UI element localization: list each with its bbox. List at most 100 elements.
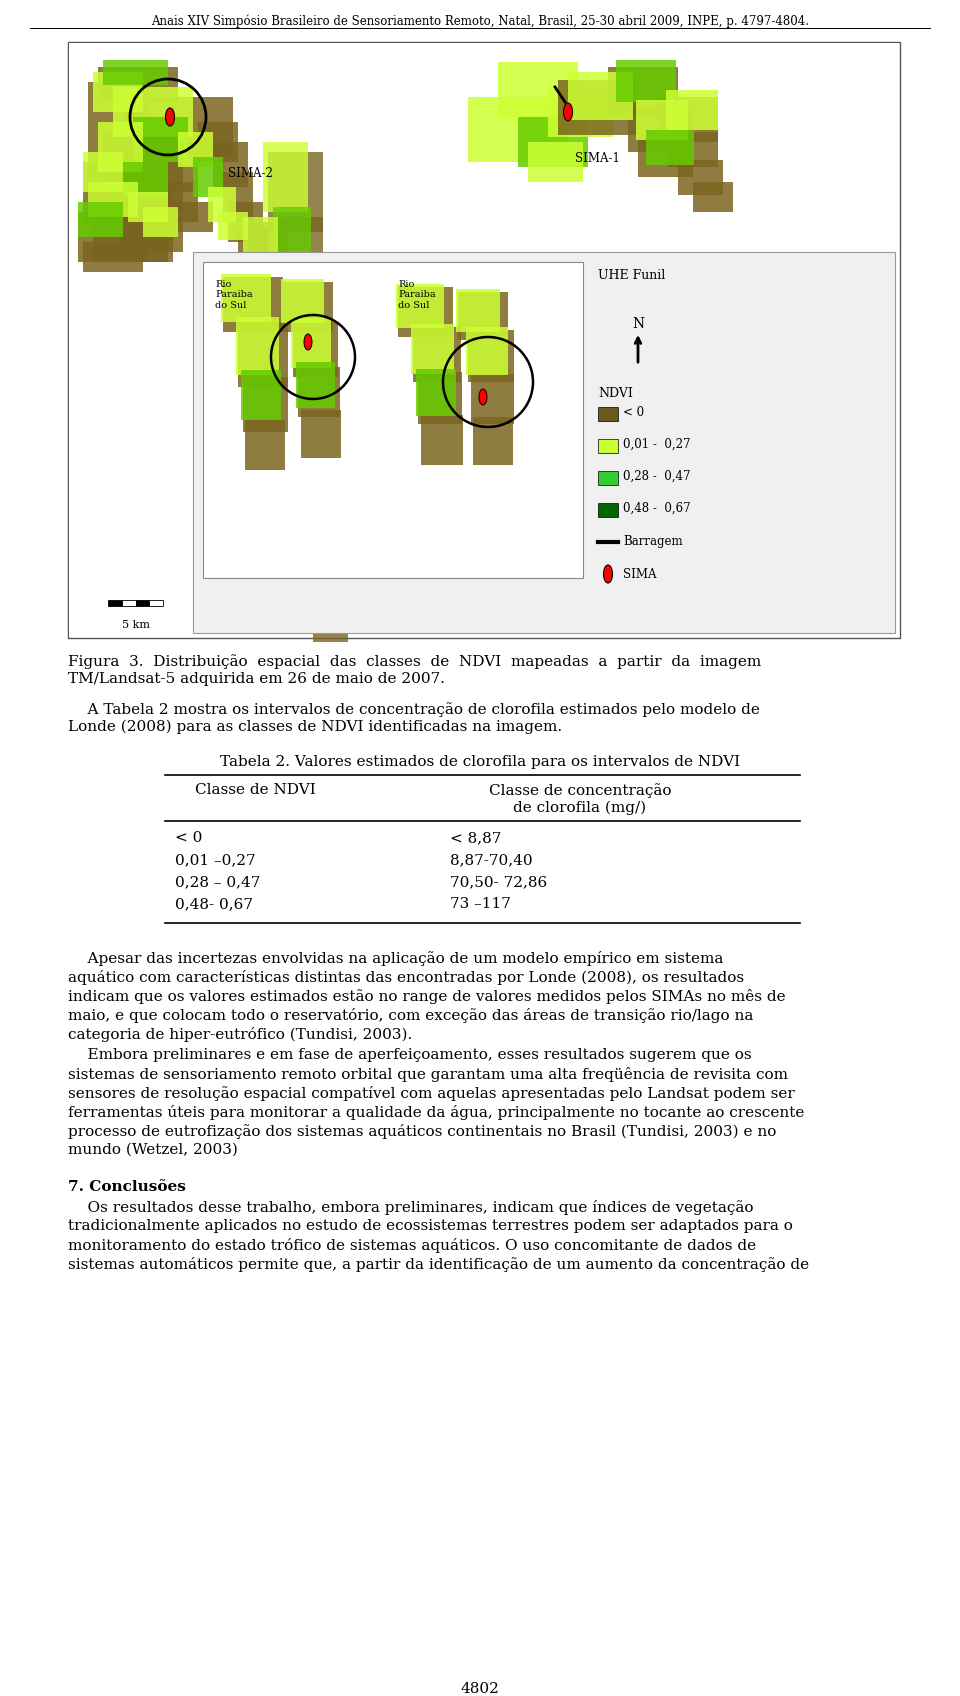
Bar — [518, 117, 588, 166]
Bar — [149, 600, 163, 605]
Text: ferramentas úteis para monitorar a qualidade da água, principalmente no tocante : ferramentas úteis para monitorar a quali… — [68, 1106, 804, 1119]
Bar — [245, 421, 285, 470]
Bar — [528, 142, 583, 181]
Text: processo de eutrofização dos sistemas aquáticos continentais no Brasil (Tundisi,: processo de eutrofização dos sistemas aq… — [68, 1124, 777, 1140]
Bar — [636, 100, 688, 141]
Bar — [413, 327, 461, 382]
Bar — [628, 107, 693, 153]
Bar — [298, 482, 338, 551]
Bar — [318, 332, 363, 382]
Ellipse shape — [165, 109, 175, 126]
Text: Barragem: Barragem — [623, 536, 683, 548]
Ellipse shape — [564, 103, 572, 120]
Bar — [296, 361, 335, 409]
Text: < 0: < 0 — [175, 831, 203, 845]
Bar — [83, 153, 123, 192]
Bar — [283, 343, 316, 427]
Bar — [608, 68, 678, 117]
Bar — [281, 280, 324, 322]
Text: TM/Landsat-5 adquirida em 26 de maio de 2007.: TM/Landsat-5 adquirida em 26 de maio de … — [68, 672, 445, 685]
Bar — [143, 207, 178, 237]
Bar — [168, 202, 213, 232]
Bar — [293, 322, 338, 377]
Bar — [241, 370, 281, 421]
Bar — [243, 392, 283, 453]
Text: sistemas automáticos permite que, a partir da identificação de um aumento da con: sistemas automáticos permite que, a part… — [68, 1257, 809, 1272]
Bar — [396, 283, 444, 327]
Text: monitoramento do estado trófico de sistemas aquáticos. O uso concomitante de dad: monitoramento do estado trófico de siste… — [68, 1238, 756, 1253]
Bar — [313, 587, 348, 643]
Bar — [138, 181, 198, 222]
Text: Tabela 2. Valores estimados de clorofila para os intervalos de NDVI: Tabela 2. Valores estimados de clorofila… — [220, 755, 740, 768]
Bar — [178, 132, 213, 166]
Bar — [473, 417, 513, 465]
Text: Figura  3.  Distribuição  espacial  das  classes  de  NDVI  mapeadas  a  partir : Figura 3. Distribuição espacial das clas… — [68, 655, 761, 668]
Bar — [88, 81, 148, 202]
Bar — [568, 71, 633, 120]
Bar — [283, 292, 323, 371]
Text: Apesar das incertezas envolvidas na aplicação de um modelo empírico em sistema: Apesar das incertezas envolvidas na apli… — [68, 951, 724, 967]
Bar — [83, 243, 143, 271]
Text: Classe de NDVI: Classe de NDVI — [195, 784, 316, 797]
Ellipse shape — [304, 334, 312, 349]
Bar — [456, 288, 500, 332]
Bar — [598, 439, 618, 453]
Bar — [398, 287, 453, 338]
Text: 0,48 -  0,67: 0,48 - 0,67 — [623, 502, 690, 514]
Bar — [103, 132, 183, 212]
Bar — [228, 202, 263, 243]
Bar — [203, 261, 583, 578]
Bar — [243, 377, 288, 432]
Bar — [253, 453, 291, 507]
Bar — [193, 158, 223, 197]
Bar — [646, 131, 694, 165]
Bar — [298, 366, 340, 417]
Bar — [666, 90, 718, 131]
Text: mundo (Wetzel, 2003): mundo (Wetzel, 2003) — [68, 1143, 238, 1157]
Bar — [113, 86, 193, 137]
Bar — [69, 42, 899, 638]
Bar — [243, 217, 278, 271]
Text: 0,01 –0,27: 0,01 –0,27 — [175, 853, 255, 867]
Bar — [678, 159, 723, 195]
Bar — [268, 153, 323, 232]
Bar — [458, 292, 508, 339]
Text: SIMA-2: SIMA-2 — [228, 166, 273, 180]
Bar — [238, 271, 276, 343]
Text: aquático com características distintas das encontradas por Londe (2008), os resu: aquático com características distintas d… — [68, 970, 744, 985]
Bar — [333, 482, 373, 527]
Bar — [283, 282, 333, 332]
Bar — [291, 319, 331, 368]
Bar — [233, 327, 269, 392]
Text: 0,48- 0,67: 0,48- 0,67 — [175, 897, 253, 911]
Bar — [598, 504, 618, 517]
Bar — [638, 137, 693, 176]
Bar — [238, 227, 268, 258]
Text: 0,28 – 0,47: 0,28 – 0,47 — [175, 875, 260, 889]
Text: 7. Conclusões: 7. Conclusões — [68, 1180, 186, 1194]
Bar — [273, 207, 311, 292]
Bar — [221, 275, 271, 322]
Bar — [598, 471, 618, 485]
Text: tradicionalmente aplicados no estudo de ecossistemas terrestres podem ser adapta: tradicionalmente aplicados no estudo de … — [68, 1219, 793, 1233]
Bar — [288, 412, 318, 487]
Bar — [128, 142, 198, 192]
Bar — [616, 59, 676, 102]
Bar — [193, 253, 895, 633]
Bar — [693, 181, 733, 212]
Bar — [128, 192, 168, 222]
Bar — [93, 192, 173, 261]
Bar — [263, 142, 308, 212]
Bar — [293, 471, 328, 538]
Text: SIMA-1: SIMA-1 — [575, 153, 620, 165]
Bar — [123, 97, 233, 158]
Text: Classe de concentração: Classe de concentração — [489, 784, 671, 797]
Bar — [68, 42, 900, 638]
Text: sistemas de sensoriamento remoto orbital que garantam uma alta freqüência de rev: sistemas de sensoriamento remoto orbital… — [68, 1067, 788, 1082]
Text: 4802: 4802 — [461, 1682, 499, 1696]
Bar — [118, 222, 168, 261]
Bar — [308, 538, 346, 602]
Bar — [103, 59, 168, 85]
Bar — [301, 410, 341, 458]
Bar — [143, 217, 183, 253]
